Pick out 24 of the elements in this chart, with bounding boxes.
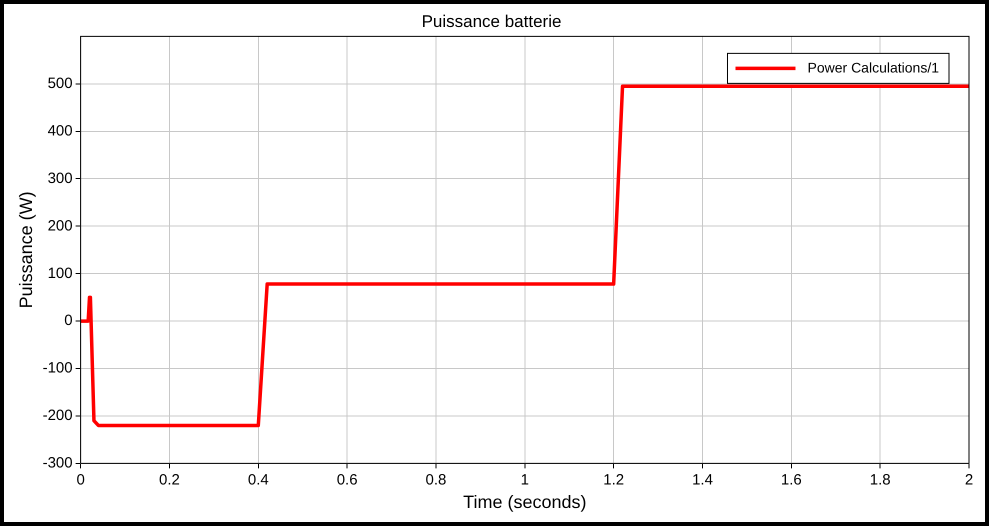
y-tick-label: -100 bbox=[42, 360, 73, 377]
x-tick-label: 1.8 bbox=[870, 472, 891, 489]
y-tick-label: 300 bbox=[48, 170, 73, 187]
x-tick-label: 0.8 bbox=[426, 472, 446, 489]
y-tick-label: 200 bbox=[48, 217, 73, 234]
y-tick-label: -300 bbox=[42, 454, 73, 472]
x-tick-label: 1.4 bbox=[692, 472, 713, 489]
y-axis-title: Puissance (W) bbox=[16, 191, 36, 308]
x-tick-label: 1.6 bbox=[780, 472, 802, 489]
x-tick-label: 0 bbox=[76, 472, 85, 489]
x-tick-label: 1 bbox=[520, 472, 529, 489]
y-tick-label: 400 bbox=[48, 122, 73, 140]
x-tick-label: 2 bbox=[964, 472, 974, 489]
y-tick-label: 100 bbox=[48, 264, 73, 282]
x-tick-label: 0.6 bbox=[336, 472, 358, 489]
x-axis-title: Time (seconds) bbox=[463, 492, 586, 512]
x-tick-label: 0.2 bbox=[159, 472, 180, 489]
legend-label: Power Calculations/1 bbox=[807, 59, 940, 76]
y-tick-label: -200 bbox=[42, 407, 73, 424]
x-tick-label: 1.2 bbox=[603, 472, 624, 489]
y-tick-label: 0 bbox=[64, 312, 73, 330]
chart-title: Puissance batterie bbox=[422, 12, 562, 31]
y-tick-label: 500 bbox=[48, 74, 73, 92]
x-tick-label: 0.4 bbox=[248, 472, 269, 489]
